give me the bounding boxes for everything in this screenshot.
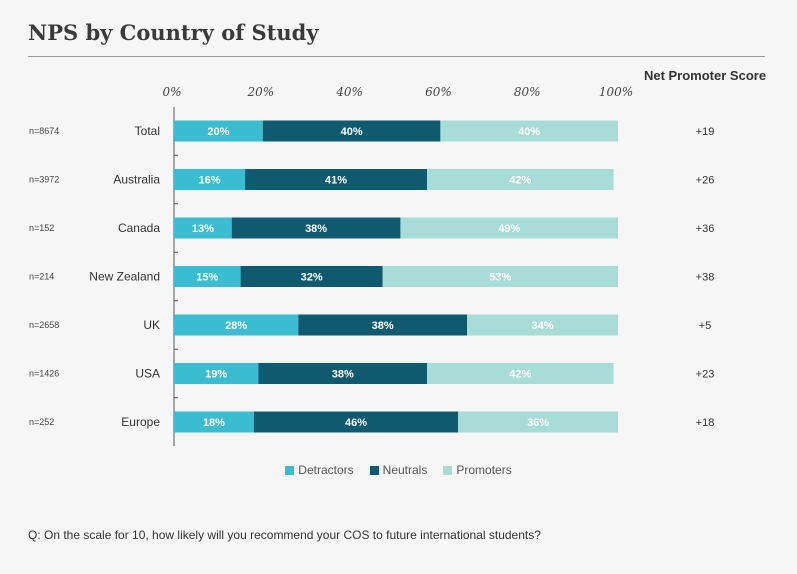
nps-value: +23 (696, 369, 715, 381)
category-label: USA (135, 367, 160, 381)
data-label: 42% (509, 175, 531, 187)
bar-segment (427, 363, 614, 384)
bar-segment (400, 217, 618, 239)
nps-value: +36 (696, 223, 715, 235)
bar-segment (245, 169, 428, 190)
data-label: 38% (305, 223, 327, 235)
category-label: Australia (113, 173, 160, 187)
chart-legend: Detractors Neutrals Promoters (0, 463, 797, 477)
data-label: 36% (527, 417, 549, 429)
category-label: UK (143, 318, 160, 332)
bar-segment (382, 266, 618, 287)
bar-segment (262, 120, 441, 142)
nps-value: +26 (696, 175, 715, 187)
x-tick-label: 20% (246, 85, 274, 99)
legend-label-detractors: Detractors (298, 463, 354, 477)
data-label: 38% (372, 320, 394, 332)
data-label: 13% (192, 223, 214, 235)
bar-segment (253, 411, 459, 433)
title-divider (28, 56, 765, 57)
data-label: 20% (207, 126, 229, 138)
nps-value: +18 (696, 417, 715, 429)
sample-size-label: n=8674 (29, 126, 59, 136)
x-tick-label: 0% (162, 85, 181, 99)
bar-segment (427, 169, 614, 190)
legend-label-promoters: Promoters (456, 463, 512, 477)
data-label: 32% (301, 272, 323, 284)
bar-segment (174, 314, 299, 336)
sample-size-label: n=214 (29, 272, 54, 282)
legend-swatch-promoters (443, 465, 453, 475)
x-tick-label: 100% (599, 85, 633, 99)
data-label: 53% (489, 272, 511, 284)
sample-size-label: n=2658 (29, 320, 59, 330)
bar-segment (174, 363, 259, 384)
category-label: New Zealand (89, 270, 160, 284)
data-label: 41% (325, 175, 347, 187)
legend-item-neutrals: Neutrals (369, 463, 428, 477)
nps-column-header: Net Promoter Score (643, 68, 767, 83)
survey-question: Q: On the scale for 10, how likely will … (28, 528, 541, 542)
bar-segment (231, 217, 401, 239)
nps-value: +19 (696, 126, 715, 138)
category-label: Canada (118, 221, 160, 235)
nps-value: +5 (699, 320, 712, 332)
data-label: 49% (498, 223, 520, 235)
bar-segment (467, 314, 618, 336)
sample-size-label: n=252 (29, 417, 54, 427)
legend-item-detractors: Detractors (285, 463, 354, 477)
sample-size-label: n=3972 (29, 175, 59, 185)
x-tick-label: 80% (514, 85, 541, 99)
data-label: 40% (518, 126, 540, 138)
data-label: 40% (341, 126, 363, 138)
data-label: 19% (205, 369, 227, 381)
legend-item-promoters: Promoters (443, 463, 512, 477)
data-label: 28% (225, 320, 247, 332)
bar-segment (174, 169, 246, 190)
bar-segment (298, 314, 468, 336)
sample-size-label: n=152 (29, 223, 54, 233)
bar-segment (258, 363, 428, 384)
legend-swatch-detractors (285, 465, 295, 475)
bar-segment (240, 266, 383, 287)
bar-segment (458, 411, 618, 433)
legend-swatch-neutrals (369, 465, 379, 475)
data-label: 16% (199, 175, 221, 187)
data-label: 34% (532, 320, 554, 332)
chart-title: NPS by Country of Study (28, 20, 319, 45)
x-tick-label: 40% (335, 85, 363, 99)
legend-label-neutrals: Neutrals (382, 463, 428, 477)
data-label: 42% (509, 369, 531, 381)
bar-segment (174, 120, 263, 142)
bar-segment (440, 120, 618, 142)
category-label: Europe (121, 415, 160, 429)
data-label: 46% (345, 417, 367, 429)
data-label: 15% (196, 272, 218, 284)
category-label: Total (135, 124, 160, 138)
data-label: 38% (332, 369, 354, 381)
data-label: 18% (203, 417, 225, 429)
x-tick-label: 60% (425, 85, 452, 99)
bar-segment (174, 217, 232, 239)
sample-size-label: n=1426 (29, 369, 59, 379)
nps-value: +38 (696, 272, 715, 284)
bar-segment (174, 266, 241, 287)
bar-segment (174, 411, 254, 433)
